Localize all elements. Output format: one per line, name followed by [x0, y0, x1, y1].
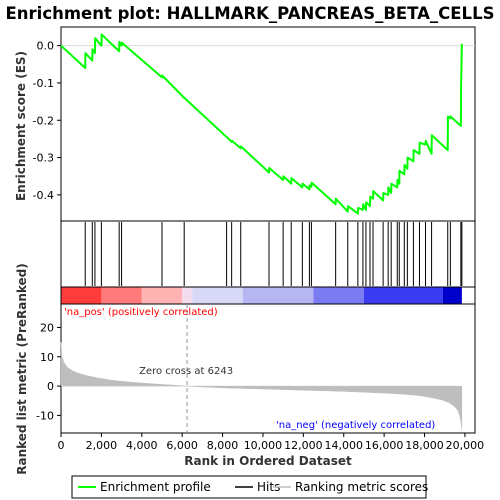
legend-hits: Hits — [257, 480, 280, 494]
x-tick-label: 20,000 — [446, 439, 485, 452]
metric-panel-frame — [60, 303, 476, 434]
es-y-tick-label: -0.3 — [33, 152, 54, 165]
legend: Enrichment profile Hits Ranking metric s… — [71, 475, 428, 499]
heat-bar-segment — [442, 287, 462, 304]
es-y-tick-label: -0.4 — [33, 189, 54, 202]
metric-x-axis: 0 2,000 4,000 6,000 8,000 10,000 12,000 14,000 1… — [58, 433, 485, 452]
legend-enrichment-profile: Enrichment profile — [100, 480, 211, 494]
ranking-metric-area — [60, 342, 463, 431]
chart-title: Enrichment plot: HALLMARK_PANCREAS_BETA_… — [6, 4, 495, 23]
ranking-metric-series — [60, 342, 463, 431]
x-tick-label: 18,000 — [405, 439, 444, 452]
metric-y-axis-label: Ranked list metric (PreRanked) — [15, 263, 29, 475]
es-y-tick-label: 0.0 — [37, 40, 55, 53]
es-y-axis-label: Enrichment score (ES) — [14, 51, 28, 201]
metric-y-axis: 20 10 0 -10 — [36, 321, 61, 422]
heat-bar-segment — [182, 287, 193, 304]
x-axis-label: Rank in Ordered Dataset — [184, 454, 352, 468]
es-y-axis: 0.0 -0.1 -0.2 -0.3 -0.4 — [33, 40, 475, 202]
heat-bar-segment — [101, 287, 142, 304]
metric-y-tick-label: 0 — [47, 380, 54, 393]
x-tick-label: 0 — [58, 439, 65, 452]
metric-y-tick-label: 20 — [40, 321, 54, 334]
es-y-tick-label: -0.2 — [33, 114, 54, 127]
metric-y-tick-label: 10 — [40, 351, 54, 364]
heat-bar-segment — [61, 287, 102, 304]
hits-panel-frame — [60, 220, 476, 288]
x-tick-label: 14,000 — [324, 439, 363, 452]
es-panel-frame — [60, 26, 476, 222]
legend-ranking-metric-scores: Ranking metric scores — [295, 480, 428, 494]
x-tick-label: 8,000 — [207, 439, 239, 452]
x-tick-label: 12,000 — [284, 439, 323, 452]
x-tick-label: 10,000 — [244, 439, 283, 452]
x-tick-label: 2,000 — [86, 439, 118, 452]
heat-bar-segment — [313, 287, 364, 304]
heat-bar-segment — [141, 287, 183, 304]
x-tick-label: 16,000 — [365, 439, 404, 452]
x-tick-label: 6,000 — [166, 439, 198, 452]
positive-correlation-label: 'na_pos' (positively correlated) — [64, 307, 218, 318]
heat-bar-segment — [242, 287, 314, 304]
hits-track — [84, 222, 463, 286]
metric-y-tick-label: -10 — [36, 409, 54, 422]
enrichment-profile-line — [60, 33, 463, 215]
es-y-tick-label: -0.1 — [33, 77, 54, 90]
negative-correlation-label: 'na_neg' (negatively correlated) — [276, 420, 435, 431]
ranking-heat-bar — [61, 287, 462, 304]
enrichment-profile-series — [60, 33, 463, 215]
heat-bar-segment — [363, 287, 443, 304]
heat-bar-segment — [192, 287, 243, 304]
zero-cross-label: Zero cross at 6243 — [139, 366, 233, 377]
x-tick-label: 4,000 — [126, 439, 158, 452]
